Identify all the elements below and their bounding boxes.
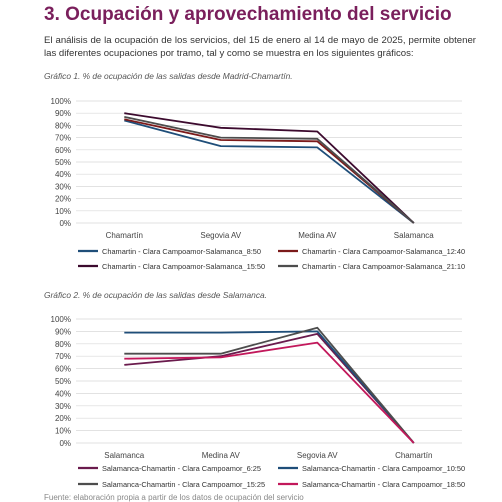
chart1-series-line-4 xyxy=(124,116,415,224)
intro-paragraph: El análisis de la ocupación de los servi… xyxy=(44,35,476,59)
chart1-y-tick-label: 80% xyxy=(55,121,71,130)
chart2-series-line-2 xyxy=(124,330,415,444)
chart1-series-line-2 xyxy=(124,118,415,224)
chart2-y-tick-label: 40% xyxy=(55,389,71,398)
chart1-y-tick-label: 90% xyxy=(55,109,71,118)
chart1-series-line-1 xyxy=(124,119,415,224)
chart1-series-line-3 xyxy=(124,112,415,224)
chart1-y-tick-label: 30% xyxy=(55,182,71,191)
chart1-y-tick-label: 20% xyxy=(55,195,71,204)
chart1-x-tick-label: Salamanca xyxy=(394,231,435,240)
chart1-x-tick-label: Segovia AV xyxy=(200,231,241,240)
chart1-x-tick-label: Chamartín xyxy=(106,231,143,240)
chart1-legend-label-1: Chamartin - Clara Campoamor-Salamanca_8:… xyxy=(102,247,261,256)
chart1-occupancy-from-madrid: 0% 10% 20% 30% 40% 50% 60% 70% 80% 90% 100% Chamart… xyxy=(51,97,466,271)
section-title: 3. Ocupación y aprovechamiento del servi… xyxy=(44,4,452,25)
chart2-x-tick-label: Chamartín xyxy=(395,451,432,460)
chart2-legend-label-4: Salamanca-Chamartin - Clara Campoamor_18… xyxy=(302,480,465,489)
chart2-x-tick-label: Medina AV xyxy=(202,451,241,460)
chart1-y-tick-label: 0% xyxy=(59,219,71,228)
chart2-legend-label-1: Salamanca-Chamartin - Clara Campoamor_6:… xyxy=(102,464,261,473)
chart1-y-tick-label: 50% xyxy=(55,158,71,167)
chart2-y-tick-label: 90% xyxy=(55,327,71,336)
chart1-legend-label-3: Chamartin - Clara Campoamor-Salamanca_15… xyxy=(102,262,265,271)
chart2-x-tick-label: Salamanca xyxy=(104,451,145,460)
chart2-legend-label-3: Salamanca-Chamartin - Clara Campoamor_15… xyxy=(102,480,265,489)
chart2-y-tick-label: 10% xyxy=(55,427,71,436)
chart2-y-tick-label: 50% xyxy=(55,377,71,386)
chart2-y-tick-label: 60% xyxy=(55,365,71,374)
chart2-caption: Gráfico 2. % de ocupación de las salidas… xyxy=(44,290,268,300)
chart2-series-line-3 xyxy=(124,326,415,444)
chart2-y-tick-label: 0% xyxy=(59,439,71,448)
chart2-y-tick-label: 20% xyxy=(55,414,71,423)
chart1-y-tick-label: 10% xyxy=(55,207,71,216)
chart2-y-tick-label: 80% xyxy=(55,340,71,349)
chart1-y-tick-label: 40% xyxy=(55,170,71,179)
source-footnote: Fuente: elaboración propia a partir de l… xyxy=(44,493,304,502)
chart1-y-tick-label: 60% xyxy=(55,146,71,155)
chart1-y-tick-label: 100% xyxy=(51,97,71,106)
chart1-y-tick-label: 70% xyxy=(55,134,71,143)
chart2-y-tick-label: 70% xyxy=(55,352,71,361)
chart2-y-tick-label: 100% xyxy=(51,315,71,324)
chart2-legend-label-2: Salamanca-Chamartin - Clara Campoamor_10… xyxy=(302,464,465,473)
chart1-legend-label-2: Chamartin - Clara Campoamor-Salamanca_12… xyxy=(302,247,465,256)
chart1-legend-label-4: Chamartin - Clara Campoamor-Salamanca_21… xyxy=(302,262,465,271)
chart2-y-tick-label: 30% xyxy=(55,402,71,411)
chart2-series-line-4 xyxy=(124,341,415,444)
chart1-caption: Gráfico 1. % de ocupación de las salidas… xyxy=(44,71,293,81)
chart2-occupancy-from-salamanca: 0% 10% 20% 30% 40% 50% 60% 70% 80% 90% 100% Salaman… xyxy=(51,315,466,489)
chart1-x-tick-label: Medina AV xyxy=(298,231,337,240)
chart2-x-tick-label: Segovia AV xyxy=(297,451,338,460)
